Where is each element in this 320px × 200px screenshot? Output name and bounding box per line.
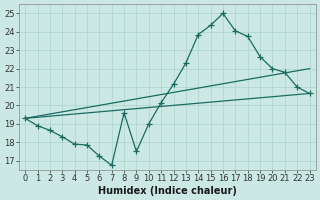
X-axis label: Humidex (Indice chaleur): Humidex (Indice chaleur) [98,186,237,196]
